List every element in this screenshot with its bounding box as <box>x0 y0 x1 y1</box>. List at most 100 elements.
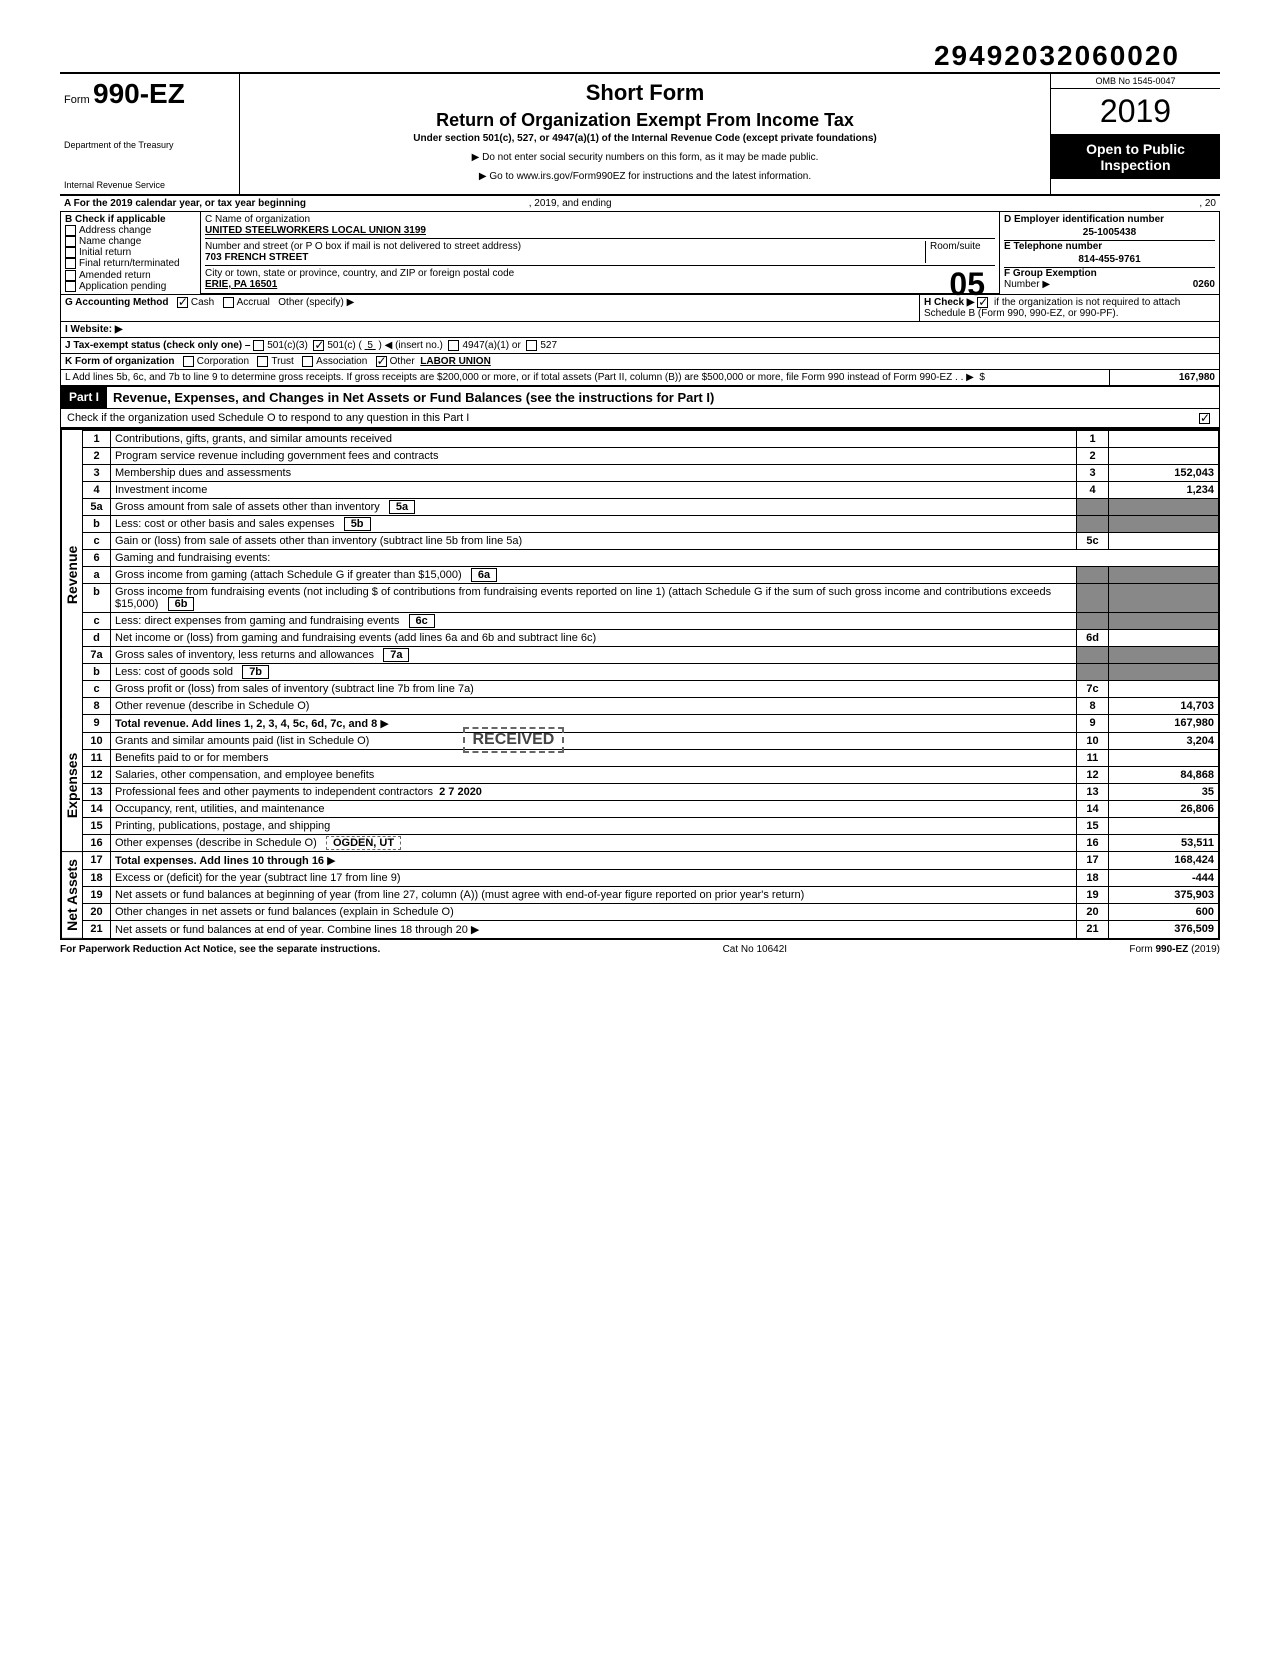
footer-right: Form 990-EZ (2019) <box>1129 944 1220 955</box>
room-label: Room/suite <box>930 241 981 252</box>
line-a: A For the 2019 calendar year, or tax yea… <box>60 196 1220 212</box>
opt-name: Name change <box>79 236 141 247</box>
g-accrual: Accrual <box>237 297 270 308</box>
lines-grid: Revenue Expenses Net Assets 1Contributio… <box>60 428 1220 940</box>
stamp-date: 2 7 2020 <box>439 786 482 798</box>
org-info-block: B Check if applicable Address change Nam… <box>60 212 1220 295</box>
stamp-ogden: OGDEN, UT <box>326 836 401 850</box>
line-16: 16Other expenses (describe in Schedule O… <box>83 835 1219 852</box>
group-number: 0260 <box>1193 279 1215 290</box>
k-corp: Corporation <box>197 356 249 367</box>
check-name-change[interactable] <box>65 236 76 247</box>
open-to-public: Open to Public Inspection <box>1051 135 1220 179</box>
return-title: Return of Organization Exempt From Incom… <box>246 110 1044 131</box>
check-assoc[interactable] <box>302 356 313 367</box>
l-amount: 167,980 <box>1179 372 1215 383</box>
check-527[interactable] <box>526 340 537 351</box>
stamp-received: RECEIVED <box>463 727 565 753</box>
check-501c3[interactable] <box>253 340 264 351</box>
check-501c[interactable] <box>313 340 324 351</box>
form-number: 990-EZ <box>93 78 185 109</box>
tax-year: 2019 <box>1051 89 1220 135</box>
line-6d: dNet income or (loss) from gaming and fu… <box>83 630 1219 647</box>
omb-number: OMB No 1545-0047 <box>1051 74 1220 89</box>
check-cash[interactable] <box>177 297 188 308</box>
open-line1: Open to Public <box>1057 141 1214 157</box>
check-address-change[interactable] <box>65 225 76 236</box>
j-4947: 4947(a)(1) or <box>462 340 520 351</box>
part1-title: Revenue, Expenses, and Changes in Net As… <box>107 387 720 408</box>
check-amended[interactable] <box>65 270 76 281</box>
check-other[interactable] <box>376 356 387 367</box>
check-schedule-o[interactable] <box>1199 413 1210 424</box>
line-9: 9Total revenue. Add lines 1, 2, 3, 4, 5c… <box>83 715 1219 733</box>
line-4: 4Investment income41,234 <box>83 482 1219 499</box>
goto-link: ▶ Go to www.irs.gov/Form990EZ for instru… <box>246 171 1044 182</box>
check-initial[interactable] <box>65 247 76 258</box>
j-insert: 5 <box>367 340 373 351</box>
lines-table: 1Contributions, gifts, grants, and simil… <box>82 430 1219 939</box>
check-pending[interactable] <box>65 281 76 292</box>
city-label: City or town, state or province, country… <box>205 268 514 279</box>
dln: 29492032060020 <box>60 40 1220 72</box>
check-trust[interactable] <box>257 356 268 367</box>
j-501c3: 501(c)(3) <box>267 340 308 351</box>
opt-final: Final return/terminated <box>79 259 180 270</box>
under-section: Under section 501(c), 527, or 4947(a)(1)… <box>246 133 1044 144</box>
check-final[interactable] <box>65 258 76 269</box>
j-label: J Tax-exempt status (check only one) – <box>65 340 250 351</box>
check-accrual[interactable] <box>223 297 234 308</box>
city-value: ERIE, PA 16501 <box>205 279 277 290</box>
short-form-title: Short Form <box>246 80 1044 106</box>
l-text: L Add lines 5b, 6c, and 7b to line 9 to … <box>65 372 963 383</box>
e-label: E Telephone number <box>1004 241 1102 252</box>
footer-mid: Cat No 10642I <box>723 944 788 955</box>
j-527: 527 <box>540 340 557 351</box>
line-18: 18Excess or (deficit) for the year (subt… <box>83 870 1219 887</box>
line-3: 3Membership dues and assessments3152,043 <box>83 465 1219 482</box>
j-insert-tail: ) ◀ (insert no.) <box>379 340 443 351</box>
line-12: 12Salaries, other compensation, and empl… <box>83 767 1219 784</box>
line-1: 1Contributions, gifts, grants, and simil… <box>83 431 1219 448</box>
g-other: Other (specify) ▶ <box>278 297 354 308</box>
i-label: I Website: ▶ <box>65 324 123 335</box>
opt-address: Address change <box>79 225 151 236</box>
k-other: Other <box>390 356 415 367</box>
org-name: UNITED STEELWORKERS LOCAL UNION 3199 <box>205 225 426 236</box>
line-5b: bLess: cost or other basis and sales exp… <box>83 516 1219 533</box>
g-cash: Cash <box>191 297 214 308</box>
line-7a: 7aGross sales of inventory, less returns… <box>83 647 1219 664</box>
line-19: 19Net assets or fund balances at beginni… <box>83 887 1219 904</box>
line-a-mid: , 2019, and ending <box>529 198 612 209</box>
k-label: K Form of organization <box>65 356 174 367</box>
check-h[interactable] <box>977 297 988 308</box>
k-trust: Trust <box>271 356 293 367</box>
check-corp[interactable] <box>183 356 194 367</box>
line-a-label: A For the 2019 calendar year, or tax yea… <box>64 198 306 209</box>
street-label: Number and street (or P O box if mail is… <box>205 241 521 252</box>
b-label: B Check if applicable <box>65 214 166 225</box>
line-17: 17Total expenses. Add lines 10 through 1… <box>83 852 1219 870</box>
line-6b: bGross income from fundraising events (n… <box>83 584 1219 613</box>
street-value: 703 FRENCH STREET <box>205 252 308 263</box>
check-4947[interactable] <box>448 340 459 351</box>
line-7b: bLess: cost of goods sold 7b <box>83 664 1219 681</box>
d-label: D Employer identification number <box>1004 214 1164 225</box>
part1-check-row: Check if the organization used Schedule … <box>60 409 1220 428</box>
line-21: 21Net assets or fund balances at end of … <box>83 921 1219 939</box>
dept-treasury: Department of the Treasury <box>64 140 235 150</box>
line-10: 10Grants and similar amounts paid (list … <box>83 733 1219 750</box>
line-5a: 5aGross amount from sale of assets other… <box>83 499 1219 516</box>
ein-value: 25-1005438 <box>1083 227 1136 238</box>
f-label2: Number ▶ <box>1004 279 1050 290</box>
line-a-end: , 20 <box>1199 198 1216 209</box>
part1-check-text: Check if the organization used Schedule … <box>67 412 469 424</box>
k-assoc: Association <box>316 356 367 367</box>
line-6a: aGross income from gaming (attach Schedu… <box>83 567 1219 584</box>
phone-value: 814-455-9761 <box>1078 254 1140 265</box>
part1-label: Part I <box>61 387 107 408</box>
j-501c: 501(c) ( <box>327 340 361 351</box>
line-6c: cLess: direct expenses from gaming and f… <box>83 613 1219 630</box>
line-20: 20Other changes in net assets or fund ba… <box>83 904 1219 921</box>
f-label: F Group Exemption <box>1004 268 1097 279</box>
